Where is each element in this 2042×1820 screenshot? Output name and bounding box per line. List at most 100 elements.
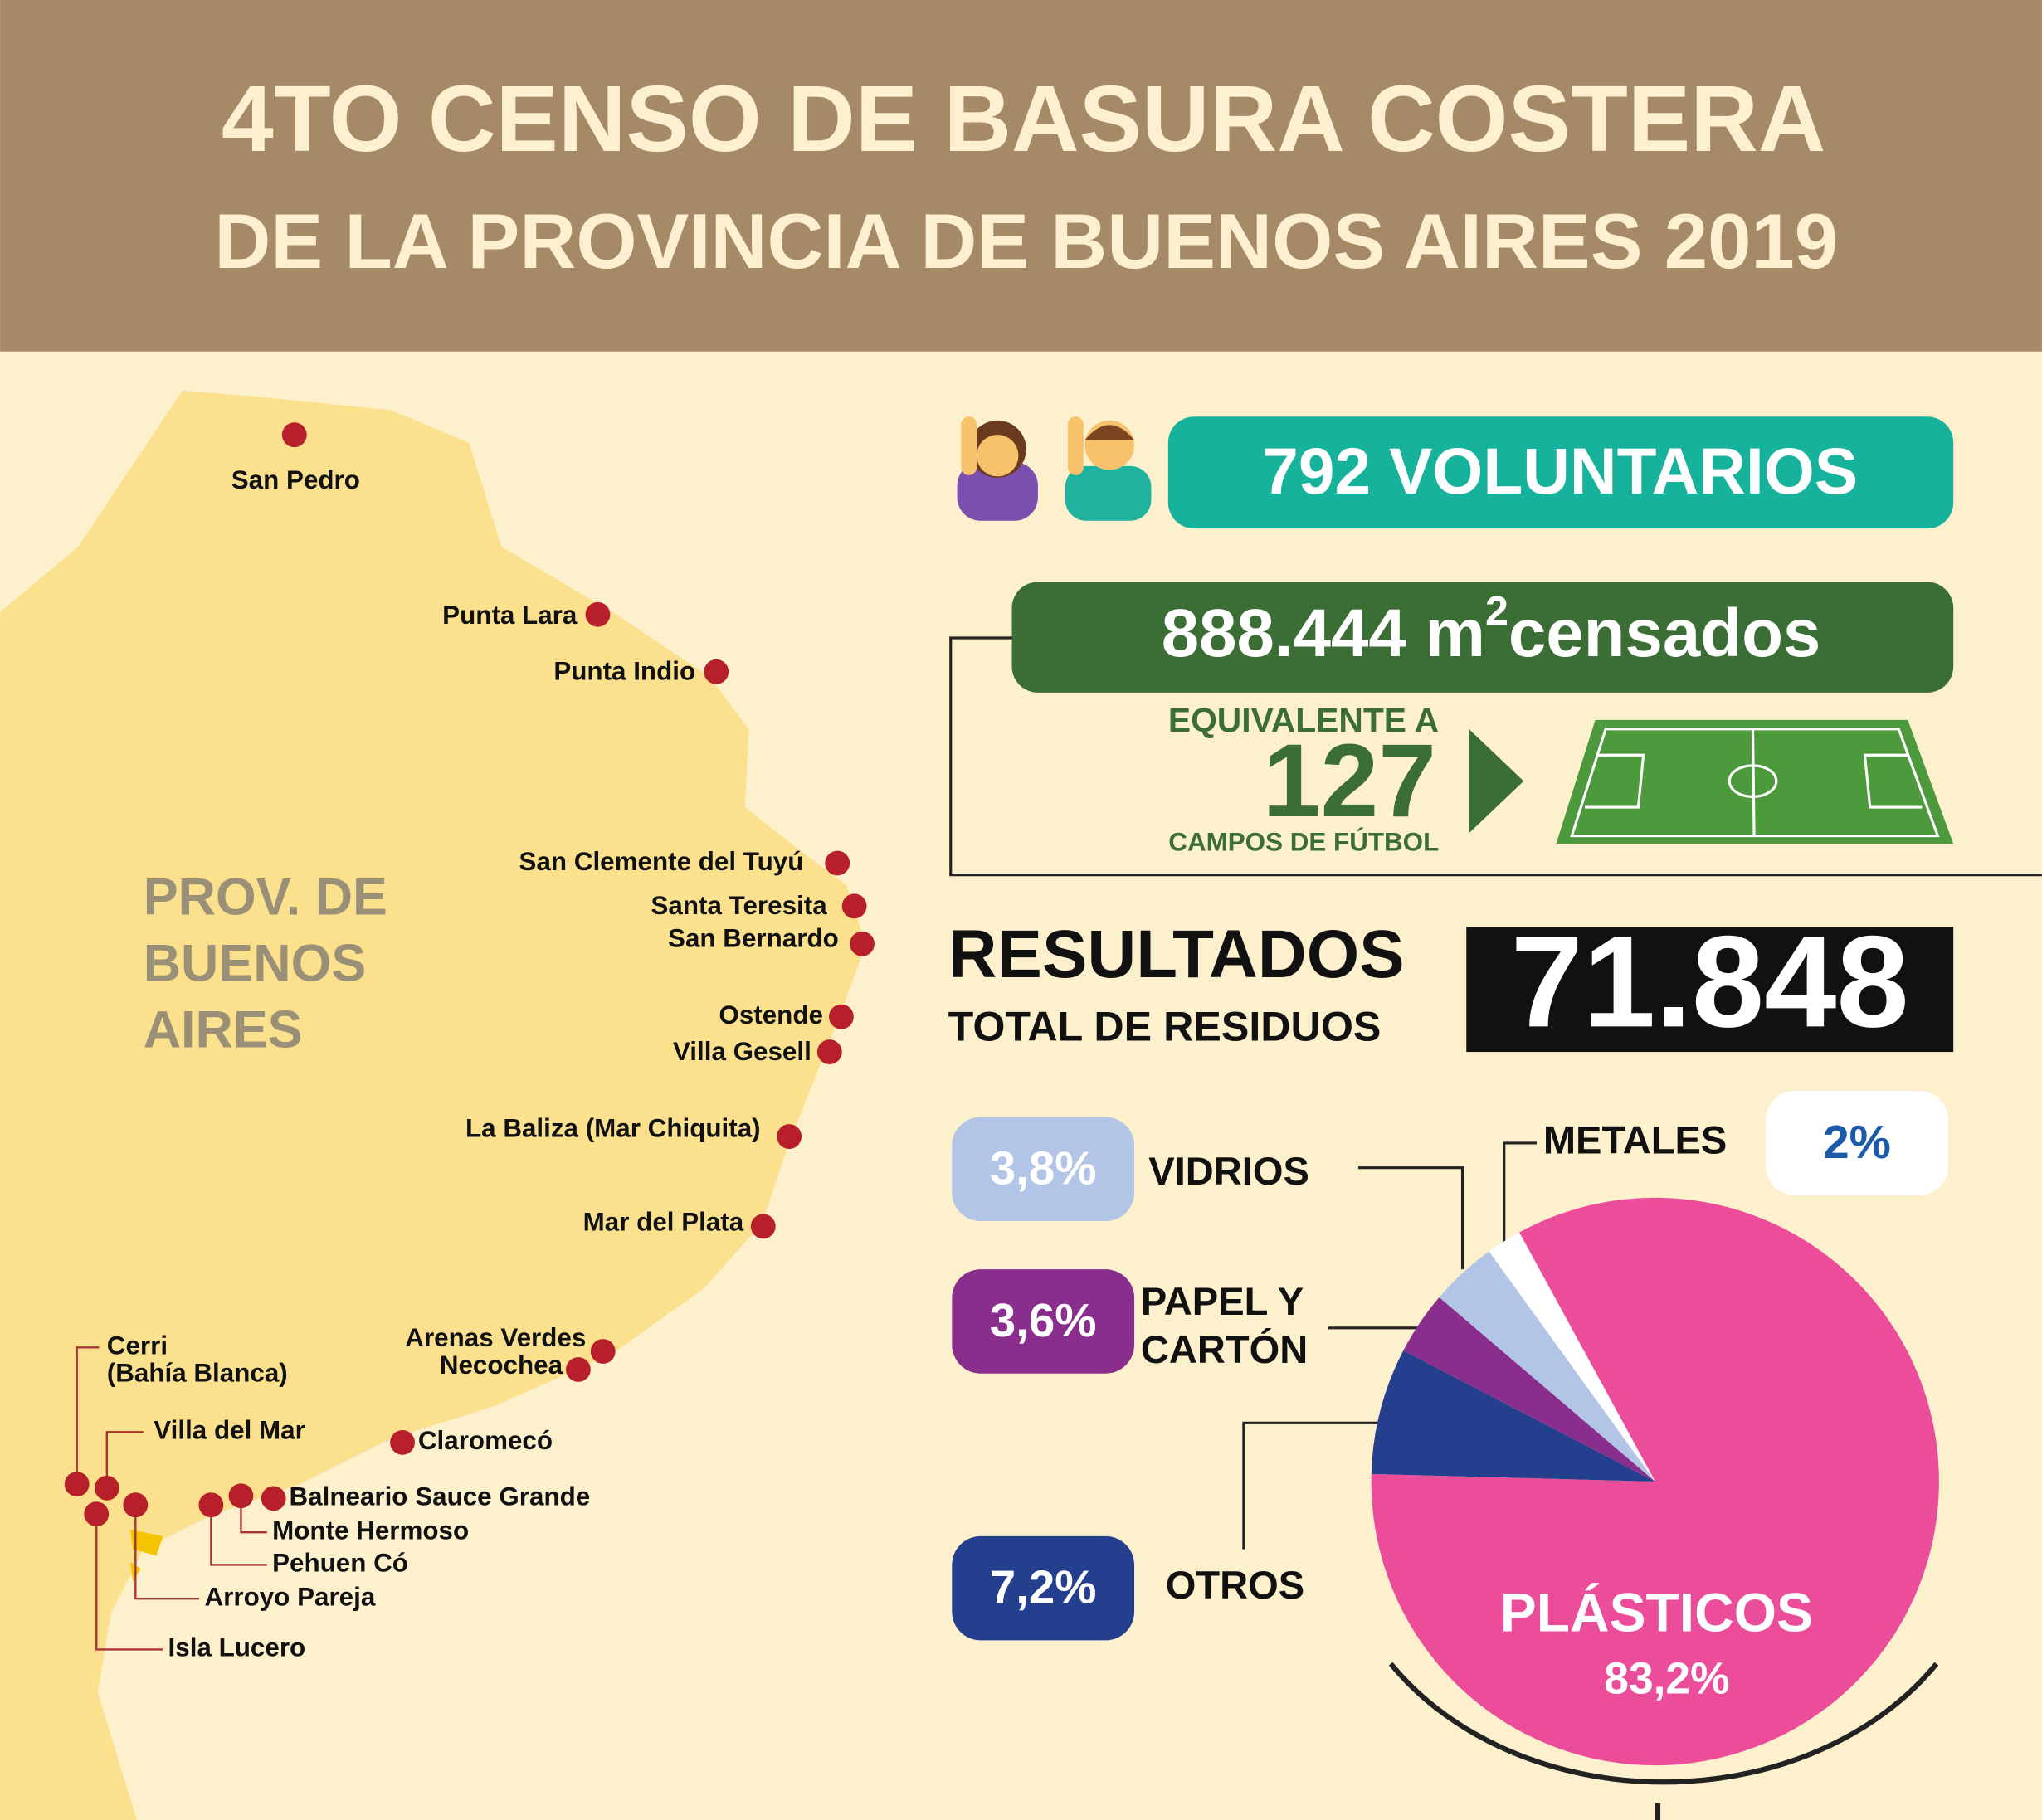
location-label: Claromecó	[418, 1426, 553, 1455]
leader-line	[134, 1505, 200, 1600]
value-label: 3,8%	[990, 1141, 1097, 1194]
leader-line	[105, 1431, 144, 1488]
location-dot	[777, 1124, 802, 1149]
total-box	[1466, 927, 1954, 1053]
category-label: OTROS	[1165, 1565, 1305, 1608]
location-dot	[841, 893, 867, 919]
value-label: 83,2%	[1604, 1655, 1729, 1704]
location-dot	[850, 931, 875, 956]
value-pill	[952, 1117, 1135, 1222]
leader-line	[210, 1505, 267, 1566]
location-dot	[590, 1339, 616, 1364]
location-label: Villa Gesell	[673, 1037, 811, 1066]
value-label: 7,2%	[990, 1561, 1097, 1613]
location-label: Necochea	[440, 1350, 563, 1380]
area-pill	[1011, 582, 1954, 693]
area-suffix: censados	[1508, 596, 1820, 671]
title-line1: 4TO CENSO DE BASURA COSTERA	[222, 66, 1826, 171]
location-label: Santa Teresita	[651, 891, 827, 920]
location-dot	[198, 1492, 224, 1518]
pie-slice	[1439, 1251, 1655, 1482]
area-text: 888.444 m2censados	[1162, 588, 1821, 671]
volunteers-pill	[1167, 416, 1954, 529]
arrow	[1469, 728, 1524, 834]
location-label: Mar del Plata	[583, 1208, 744, 1237]
category-label-box: METALES	[1542, 1119, 1728, 1163]
map-locations: PROV. DE BUENOS AIRES San Pedro Punta Lara Pu…	[64, 422, 875, 1662]
equivalent-unit: CAMPOS DE FÚTBOL	[1168, 826, 1439, 856]
pie-slice	[1489, 1232, 1655, 1482]
category-label-box: VIDRIOS	[1148, 1151, 1309, 1195]
results-title: RESULTADOS	[948, 917, 1405, 992]
equivalent-label: EQUIVALENTE A	[1168, 701, 1439, 739]
category-label: VIDRIOS	[1148, 1151, 1309, 1195]
location-dot	[566, 1357, 591, 1382]
area-number: 888.444 m	[1162, 596, 1485, 671]
pie-slice	[1403, 1297, 1655, 1482]
value-pill	[952, 1535, 1135, 1641]
location-label: San Bernardo	[668, 923, 839, 952]
leader-line	[95, 1514, 163, 1651]
location-label: San Pedro	[231, 465, 360, 494]
header-band	[0, 0, 2042, 352]
pie-slice	[1371, 1197, 1939, 1766]
location-dot	[84, 1501, 110, 1527]
location-dot	[228, 1483, 254, 1509]
category-label: PAPEL Y CARTÓN	[1140, 1281, 1309, 1373]
location-dot	[64, 1472, 90, 1497]
pie-slice	[1371, 1350, 1655, 1482]
category-label-box: OTROS	[1165, 1565, 1305, 1608]
location-dot	[390, 1429, 415, 1455]
leader-line	[76, 1346, 100, 1485]
area-exponent: 2	[1485, 588, 1508, 635]
location-dot	[585, 601, 611, 627]
region-label: PROV. DE	[144, 869, 387, 927]
results-subtitle: TOTAL DE RESIDUOS	[948, 1004, 1382, 1050]
location-label: Punta Lara	[442, 601, 578, 630]
location-label: Arroyo Pareja	[204, 1583, 375, 1612]
location-label: Ostende	[719, 1000, 823, 1029]
pie	[1371, 1197, 1939, 1766]
category-label: PLÁSTICOS	[1500, 1582, 1813, 1643]
province-map	[0, 390, 866, 1820]
category-label: METALES	[1542, 1119, 1728, 1163]
results-total: 71.848	[1511, 909, 1909, 1054]
value-label: 3,6%	[990, 1294, 1097, 1346]
location-dot	[281, 422, 307, 448]
location-label: Villa del Mar	[154, 1416, 305, 1445]
location-dot	[123, 1492, 149, 1518]
location-label: Cerri	[107, 1331, 168, 1360]
location-dot	[94, 1475, 119, 1501]
volunteers: 792 VOLUNTARIOS	[1262, 435, 1858, 508]
islands	[130, 1530, 163, 1582]
equivalent-value: 127	[1263, 722, 1436, 839]
value-pill	[1766, 1091, 1948, 1195]
bracket-line	[949, 636, 2042, 877]
location-label: San Clemente del Tuyú	[519, 847, 804, 876]
location-dot	[825, 850, 850, 876]
location-label: Arenas Verdes	[405, 1323, 586, 1352]
location-dot	[816, 1039, 842, 1064]
title-line2: DE LA PROVINCIA DE BUENOS AIRES 2019	[214, 197, 1838, 285]
location-label: Balneario Sauce Grande	[290, 1482, 591, 1511]
region-label: BUENOS	[144, 935, 367, 993]
location-label: La Baliza (Mar Chiquita)	[465, 1114, 761, 1143]
pie-labels: PLÁSTICOS 83,2% 7,2% OTROS 3,6% PAPEL Y CARTÓ…	[952, 1091, 1948, 1704]
location-label: Punta Indio	[553, 657, 695, 686]
location-dot	[261, 1486, 286, 1511]
value-label: 2%	[1823, 1116, 1891, 1168]
category-label-box: PAPEL Y CARTÓN	[1140, 1281, 1309, 1373]
football-field	[1556, 719, 1954, 844]
location-dot	[750, 1214, 776, 1239]
location-dot	[704, 659, 729, 684]
pie-leaders	[1242, 1141, 1939, 1820]
location-dot	[829, 1004, 854, 1029]
value-pill	[952, 1269, 1135, 1374]
location-label: Pehuen Có	[272, 1549, 408, 1578]
region-label: AIRES	[144, 1001, 303, 1059]
volunteer-icons	[957, 416, 1152, 521]
location-label: Isla Lucero	[168, 1633, 306, 1662]
location-label: (Bahía Blanca)	[107, 1359, 288, 1388]
